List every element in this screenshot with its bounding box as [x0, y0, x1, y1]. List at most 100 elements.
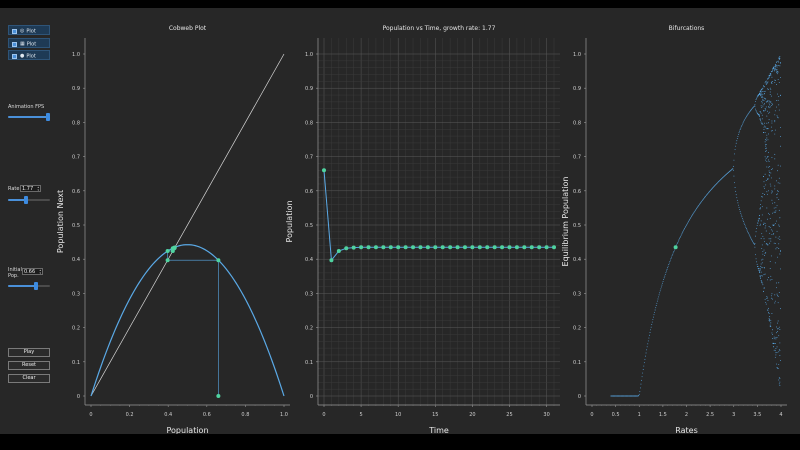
bifurcation-point — [765, 184, 767, 186]
population-point — [425, 245, 430, 250]
population-point — [492, 245, 497, 250]
bifurcation-point — [660, 286, 662, 288]
bifurcation-point — [770, 105, 772, 106]
bifurcation-point — [769, 93, 771, 95]
bifurcation-point — [778, 292, 780, 294]
chart-title: Population vs Time, growth rate: 1.77 — [383, 25, 496, 32]
bifurcation-point — [765, 80, 767, 82]
bifurcation-point — [688, 220, 690, 222]
bifurcation-point — [689, 217, 691, 219]
slider-handle[interactable] — [33, 282, 38, 290]
bifurcation-point — [650, 326, 652, 328]
play-button[interactable]: Play — [8, 348, 50, 357]
bifurcation-point — [774, 294, 776, 296]
bifurcation-point — [683, 230, 684, 232]
bifurcation-point — [663, 277, 665, 279]
clear-button[interactable]: Clear — [8, 374, 50, 383]
bifurcation-point — [764, 252, 766, 254]
current-rate-marker — [673, 245, 678, 250]
bifurcation-point — [776, 180, 777, 182]
x-axis-label: Rates — [675, 426, 698, 434]
bifurcation-point — [699, 203, 701, 205]
bifurcation-point — [760, 105, 762, 107]
bifurcation-point — [769, 318, 771, 320]
bifurcation-point — [720, 178, 722, 180]
bifurcation-point — [778, 363, 780, 365]
bifurcation-point — [761, 233, 763, 235]
bifurcation-point — [766, 122, 768, 124]
bifurcation-point — [776, 194, 777, 196]
x-tick-label: 30 — [543, 412, 549, 418]
bifurcation-point — [767, 100, 769, 101]
chart-1 — [83, 38, 290, 407]
bifurcation-point — [778, 104, 780, 106]
fps-slider[interactable] — [8, 113, 50, 121]
x-tick-label: 1.5 — [659, 412, 667, 418]
bifurcation-point — [665, 272, 667, 274]
plot-checkbox-3[interactable]: ● Plot — [8, 50, 50, 60]
bifurcation-point — [765, 150, 767, 152]
plot-checkbox-2[interactable]: ▦ Plot — [8, 38, 50, 48]
bifurcation-point — [721, 178, 722, 180]
bifurcation-point — [774, 185, 776, 187]
rate-spinbox[interactable]: 1.77 ▴ ▾ — [20, 185, 41, 192]
population-point — [529, 245, 534, 250]
bifurcation-point — [766, 137, 768, 139]
bifurcation-point — [668, 262, 670, 264]
bifurcation-point — [639, 391, 641, 393]
bifurcation-point — [748, 112, 750, 114]
bifurcation-point — [770, 319, 772, 321]
bifurcation-point — [760, 120, 762, 122]
bifurcation-point — [664, 275, 666, 277]
y-tick-label: 0.8 — [305, 120, 313, 126]
bifurcation-point — [773, 224, 775, 226]
bifurcation-point — [776, 205, 778, 207]
spin-arrows-icon[interactable]: ▴ ▾ — [39, 268, 41, 275]
population-point — [388, 245, 393, 250]
bifurcation-point — [771, 120, 773, 122]
rate-slider[interactable] — [8, 196, 50, 204]
bifurcation-point — [700, 202, 701, 204]
y-tick-label: 0.5 — [72, 223, 80, 229]
bifurcation-point — [738, 204, 739, 206]
bifurcation-point — [778, 209, 780, 211]
spin-arrows-icon[interactable]: ▴ ▾ — [37, 185, 39, 192]
bifurcation-point — [649, 334, 650, 336]
bifurcation-point — [778, 225, 780, 227]
bifurcation-point — [762, 85, 764, 87]
x-tick-label: 20 — [469, 412, 475, 418]
bifurcation-point — [779, 95, 781, 97]
bifurcation-point — [763, 129, 765, 131]
bifurcation-point — [655, 305, 657, 306]
bifurcation-point — [766, 161, 768, 162]
bifurcation-point — [762, 87, 764, 89]
bifurcation-point — [755, 110, 757, 112]
slider-handle[interactable] — [24, 196, 29, 204]
bifurcation-point — [777, 99, 779, 101]
slider-handle[interactable] — [45, 113, 50, 121]
bifurcation-point — [773, 67, 775, 69]
cobweb-point — [216, 394, 221, 398]
population-point — [537, 245, 542, 250]
bifurcation-point — [774, 70, 776, 72]
bifurcation-point — [757, 220, 759, 222]
bifurcation-point — [770, 126, 772, 128]
bifurcation-point — [664, 273, 666, 275]
initial-pop-spinbox[interactable]: 0.66 ▴ ▾ — [22, 268, 43, 275]
bifurcation-point — [658, 296, 659, 298]
bifurcation-point — [779, 62, 781, 64]
plot-checkbox-1[interactable]: ◎ Plot — [8, 25, 50, 35]
reset-button[interactable]: Reset — [8, 361, 50, 370]
bifurcation-point — [776, 363, 777, 365]
bifurcation-point — [765, 128, 767, 130]
x-tick-label: 10 — [395, 412, 401, 418]
bifurcation-point — [778, 65, 780, 67]
bifurcation-point — [777, 116, 779, 118]
bifurcation-point — [779, 253, 781, 255]
bifurcation-point — [645, 355, 646, 357]
bifurcation-point — [776, 287, 777, 289]
bifurcation-point — [642, 372, 644, 374]
initial-pop-slider[interactable] — [8, 282, 50, 290]
checkbox-checked-icon — [12, 41, 17, 47]
bifurcation-point — [756, 225, 758, 226]
